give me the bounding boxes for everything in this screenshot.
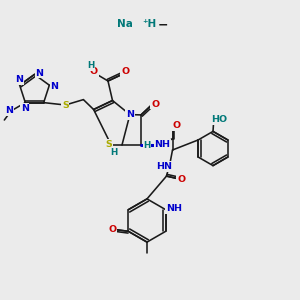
Text: Na: Na: [117, 19, 132, 29]
Text: H: H: [143, 141, 151, 150]
Text: N: N: [21, 103, 29, 112]
Text: N: N: [126, 110, 134, 119]
Text: O: O: [90, 67, 98, 76]
Text: N: N: [15, 75, 23, 84]
Text: H: H: [87, 61, 94, 70]
Text: S: S: [105, 140, 112, 149]
Text: N: N: [50, 82, 59, 91]
Text: ⁺H: ⁺H: [142, 19, 156, 29]
Text: N: N: [5, 106, 14, 115]
Text: N: N: [36, 69, 43, 78]
Text: O: O: [151, 100, 159, 109]
Text: NH: NH: [166, 204, 182, 213]
Text: O: O: [177, 175, 185, 184]
Text: O: O: [121, 67, 129, 76]
Text: O: O: [172, 122, 181, 130]
Text: H: H: [110, 148, 118, 157]
Text: HO: HO: [212, 116, 228, 124]
Text: O: O: [109, 225, 117, 234]
Text: −: −: [158, 18, 168, 31]
Text: NH: NH: [154, 140, 171, 149]
Text: S: S: [62, 100, 69, 109]
Text: HN: HN: [156, 162, 172, 171]
